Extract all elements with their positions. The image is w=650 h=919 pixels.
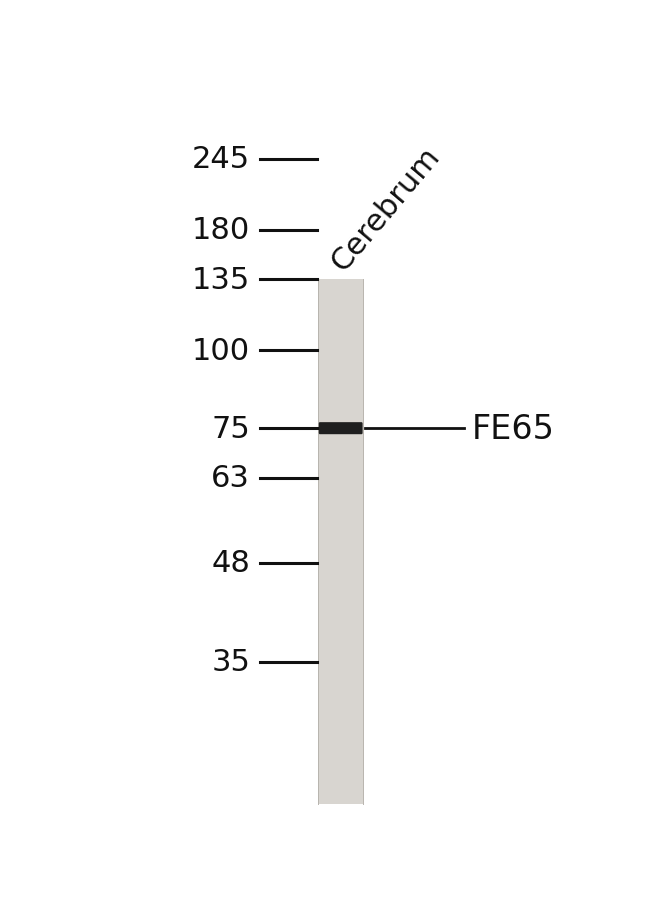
Bar — [318, 280, 363, 804]
Text: 180: 180 — [192, 216, 250, 245]
Text: FE65: FE65 — [472, 413, 554, 445]
Text: 63: 63 — [211, 464, 250, 493]
Text: 245: 245 — [192, 145, 250, 175]
Text: 135: 135 — [192, 266, 250, 295]
Text: 35: 35 — [211, 648, 250, 676]
Text: 100: 100 — [192, 336, 250, 366]
Text: Cerebrum: Cerebrum — [326, 142, 446, 277]
Text: 75: 75 — [211, 414, 250, 443]
FancyBboxPatch shape — [318, 423, 363, 435]
Text: 48: 48 — [211, 549, 250, 578]
